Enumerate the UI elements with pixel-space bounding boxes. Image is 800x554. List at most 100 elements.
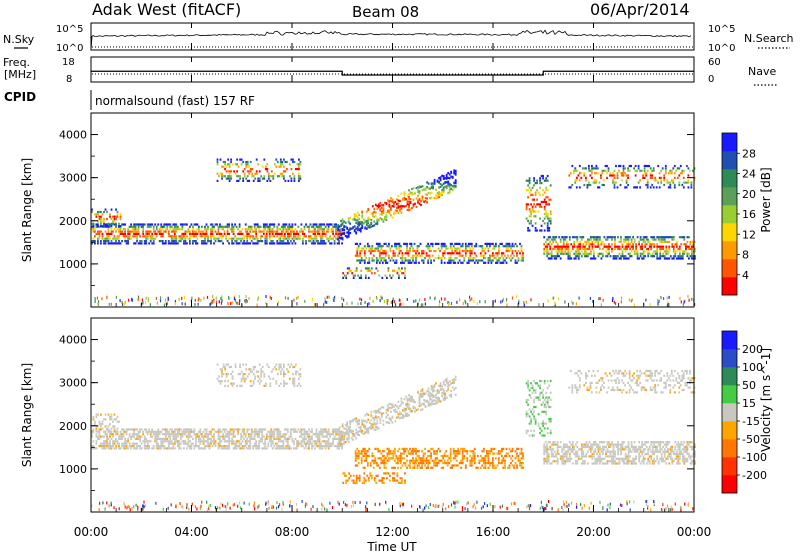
echo-cell xyxy=(380,210,383,213)
echo-cell xyxy=(407,452,410,455)
echo-cell xyxy=(314,232,316,235)
echo-cell xyxy=(418,245,420,248)
echo-cell xyxy=(365,421,368,424)
echo-cell xyxy=(293,447,295,450)
echo-cell xyxy=(595,164,598,168)
echo-cell xyxy=(537,203,540,206)
echo-cell xyxy=(241,447,244,450)
echo-cell xyxy=(520,249,523,253)
echo-cell xyxy=(401,272,403,275)
echo-cell xyxy=(609,172,611,175)
echo-cell xyxy=(224,163,226,166)
echo-cell xyxy=(416,249,419,253)
echo-cell xyxy=(600,176,602,179)
echo-cell xyxy=(284,170,287,173)
echo-cell xyxy=(431,245,434,248)
echo-cell xyxy=(139,235,141,238)
echo-cell xyxy=(219,430,221,433)
echo-cell xyxy=(192,228,194,231)
echo-cell xyxy=(427,192,430,195)
echo-cell xyxy=(137,225,140,228)
echo-cell xyxy=(490,259,493,262)
echo-cell xyxy=(362,454,365,458)
echo-cell xyxy=(404,464,407,467)
echo-cell xyxy=(202,430,205,433)
echo-cell xyxy=(455,257,458,260)
echo-cell xyxy=(666,236,669,239)
echo-cell xyxy=(350,431,353,434)
echo-cell xyxy=(149,237,152,240)
echo-cell xyxy=(271,447,274,450)
echo-cell xyxy=(525,203,528,206)
echo-cell xyxy=(282,440,285,443)
echo-cell xyxy=(224,365,226,369)
echo-cell xyxy=(352,438,355,441)
echo-cell xyxy=(294,223,297,226)
echo-cell xyxy=(372,462,375,465)
echo-cell xyxy=(116,215,119,218)
echo-cell xyxy=(645,172,648,175)
echo-cell xyxy=(277,435,280,438)
echo-cell xyxy=(457,242,460,245)
echo-cell xyxy=(287,242,289,245)
echo-cell xyxy=(344,427,347,430)
echo-cell xyxy=(295,363,297,366)
echo-cell xyxy=(332,237,334,240)
echo-cell xyxy=(544,250,547,253)
echo-cell xyxy=(201,232,203,235)
echo-cell xyxy=(152,445,155,448)
echo-cell xyxy=(657,257,660,260)
echo-cell xyxy=(432,402,434,405)
echo-cell xyxy=(277,433,280,436)
echo-cell xyxy=(250,428,253,431)
echo-cell xyxy=(341,227,344,230)
echo-cell xyxy=(400,459,402,462)
echo-cell xyxy=(400,403,403,406)
noise-cell xyxy=(228,295,230,299)
echo-cell xyxy=(315,237,318,240)
echo-cell xyxy=(332,433,334,436)
echo-cell xyxy=(134,442,137,445)
echo-cell xyxy=(433,389,436,392)
echo-cell xyxy=(346,235,349,238)
echo-cell xyxy=(493,254,496,257)
echo-cell xyxy=(321,428,324,431)
echo-cell xyxy=(525,179,528,182)
echo-cell xyxy=(375,257,378,260)
echo-cell xyxy=(651,238,654,241)
echo-cell xyxy=(107,242,110,245)
echo-cell xyxy=(336,430,339,433)
echo-cell xyxy=(389,259,392,262)
echo-cell xyxy=(410,257,413,260)
echo-cell xyxy=(125,442,128,445)
echo-cell xyxy=(473,261,476,264)
echo-cell xyxy=(542,177,544,180)
echo-cell xyxy=(448,257,451,260)
echo-cell xyxy=(556,243,559,246)
echo-cell xyxy=(256,433,259,436)
echo-cell xyxy=(317,435,319,438)
echo-cell xyxy=(179,240,182,243)
echo-cell xyxy=(347,434,350,438)
echo-cell xyxy=(659,245,662,248)
noise-cell xyxy=(360,298,363,302)
echo-cell xyxy=(172,437,175,440)
echo-cell xyxy=(193,430,196,433)
echo-cell xyxy=(355,214,358,217)
echo-cell xyxy=(580,250,583,253)
echo-cell xyxy=(616,172,619,175)
echo-cell xyxy=(683,238,686,241)
echo-cell xyxy=(137,223,140,226)
echo-cell xyxy=(424,392,427,395)
echo-cell xyxy=(220,237,223,240)
echo-cell xyxy=(666,250,669,253)
echo-cell xyxy=(341,230,343,233)
echo-cell xyxy=(169,235,172,238)
echo-cell xyxy=(198,435,200,438)
echo-cell xyxy=(370,219,373,222)
echo-cell xyxy=(207,237,209,240)
echo-cell xyxy=(113,447,116,450)
echo-cell xyxy=(678,236,681,239)
echo-cell xyxy=(265,433,268,436)
echo-cell xyxy=(148,447,151,450)
